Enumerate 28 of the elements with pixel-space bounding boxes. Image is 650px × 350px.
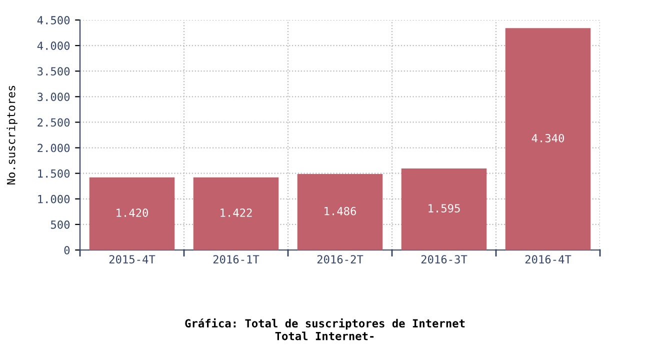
x-tick-label: 2016-3T xyxy=(421,255,468,264)
text: Total Internet- xyxy=(275,332,374,340)
bar xyxy=(297,174,383,250)
data-label: 4.340 xyxy=(532,134,564,142)
y-tick-label: 4.000 xyxy=(37,42,70,50)
y-tick-label: 1.500 xyxy=(38,169,70,178)
x-tick-label: 2016-1T xyxy=(213,255,260,264)
y-tick-label: 2.500 xyxy=(38,118,70,127)
y-tick-label: 3.500 xyxy=(38,67,70,76)
y-tick-label: 0 xyxy=(64,246,70,254)
bar xyxy=(89,177,175,250)
text: Gráfica: Total de suscriptores de Internet xyxy=(185,318,465,330)
y-tick-label: 500 xyxy=(50,220,70,229)
y-tick-label: 1.000 xyxy=(38,194,70,204)
y-axis-title: No.suscriptores xyxy=(6,86,18,184)
bar xyxy=(505,28,591,250)
y-tick-label: 2.000 xyxy=(38,144,70,152)
y-tick-label: 4.500 xyxy=(37,16,70,24)
data-label: 1.595 xyxy=(428,204,460,212)
y-tick-label: 3.000 xyxy=(38,92,70,102)
data-label: 1.422 xyxy=(220,208,252,217)
bar xyxy=(193,177,279,250)
data-label: 1.420 xyxy=(116,208,148,217)
x-tick-label: 2016-4T xyxy=(525,255,572,264)
data-label: 1.486 xyxy=(324,206,356,216)
x-tick-label: 2015-4T xyxy=(109,255,156,264)
bar xyxy=(401,168,487,250)
x-tick-label: 2016-2T xyxy=(317,255,364,264)
